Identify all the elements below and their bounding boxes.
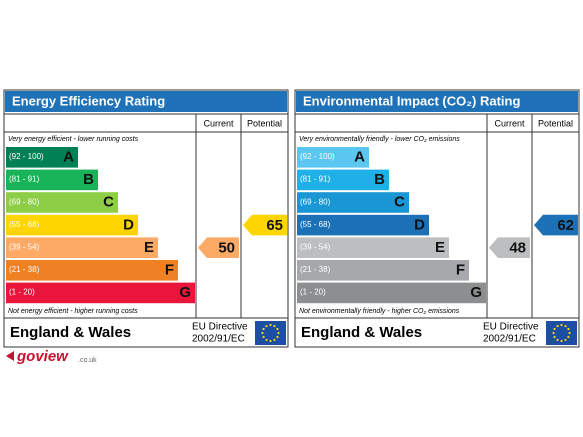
rating-band xyxy=(6,237,158,258)
column-header: Current xyxy=(203,118,234,128)
band-range: (55 - 68) xyxy=(9,220,40,229)
bottom-note: Not environmentally friendly - higher CO… xyxy=(299,308,460,315)
eu-star xyxy=(553,327,556,331)
eu-star xyxy=(273,338,276,342)
eu-star xyxy=(277,331,280,335)
band-range: (81 - 91) xyxy=(300,175,331,184)
eu-star xyxy=(568,331,571,335)
band-range: (69 - 80) xyxy=(300,197,331,206)
band-letter: B xyxy=(374,171,385,188)
rating-band xyxy=(6,282,195,304)
band-range: (21 - 38) xyxy=(300,265,331,274)
band-range: (92 - 100) xyxy=(9,152,44,161)
band-range: (1 - 20) xyxy=(9,288,35,297)
band-letter: F xyxy=(165,261,174,278)
rating-value: 48 xyxy=(509,240,526,257)
rating-band xyxy=(6,169,98,191)
directive: EU Directive xyxy=(483,322,539,333)
band-range: (39 - 54) xyxy=(300,243,331,252)
eu-star xyxy=(552,331,555,335)
column-header: Current xyxy=(494,118,525,128)
eu-star xyxy=(567,327,570,331)
column-header: Potential xyxy=(538,118,573,128)
band-range: (39 - 54) xyxy=(9,243,40,252)
rating-value: 65 xyxy=(266,217,283,234)
eu-star xyxy=(262,327,265,331)
region: England & Wales xyxy=(10,324,131,341)
title-bar xyxy=(296,91,578,112)
eu-star xyxy=(553,335,556,339)
eu-star xyxy=(567,335,570,339)
rating-arrow xyxy=(243,214,287,236)
rating-band xyxy=(6,147,78,168)
rating-band xyxy=(297,282,486,304)
top-note: Very energy efficient - lower running co… xyxy=(8,136,139,143)
eu-star xyxy=(261,331,264,335)
rating-value: 62 xyxy=(557,217,574,234)
rating-panel: Environmental Impact (CO₂) Rating Current… xyxy=(294,89,580,348)
band-letter: C xyxy=(394,194,405,211)
bottom-note: Not energy efficient - higher running co… xyxy=(8,308,138,315)
logo-icon xyxy=(6,351,14,361)
rating-band xyxy=(6,192,118,213)
band-letter: E xyxy=(144,239,154,256)
band-range: (69 - 80) xyxy=(9,197,40,206)
top-note: Very environmentally friendly - lower CO… xyxy=(299,136,460,143)
eu-star xyxy=(269,339,272,343)
rating-band xyxy=(297,214,429,236)
rating-band xyxy=(297,260,469,281)
band-range: (55 - 68) xyxy=(300,220,331,229)
eu-star xyxy=(276,327,279,331)
band-letter: E xyxy=(435,239,445,256)
eu-star xyxy=(269,323,272,327)
rating-band xyxy=(297,169,389,191)
eu-star xyxy=(265,324,268,328)
eu-star xyxy=(556,324,559,328)
band-letter: D xyxy=(123,216,134,233)
band-range: (1 - 20) xyxy=(300,288,326,297)
rating-panel: Energy Efficiency Rating Current Potential… xyxy=(3,89,289,348)
rating-value: 50 xyxy=(218,240,235,257)
rating-band xyxy=(297,147,369,168)
eu-star xyxy=(265,338,268,342)
rating-band xyxy=(297,237,449,258)
rating-arrow xyxy=(198,237,239,258)
band-letter: G xyxy=(179,284,191,301)
rating-band xyxy=(297,192,409,213)
rating-arrow xyxy=(534,214,578,236)
column-header: Potential xyxy=(247,118,282,128)
band-range: (92 - 100) xyxy=(300,152,335,161)
band-range: (81 - 91) xyxy=(9,175,40,184)
eu-star xyxy=(276,335,279,339)
eu-star xyxy=(273,324,276,328)
band-letter: F xyxy=(456,261,465,278)
logo-domain: .co.uk xyxy=(78,357,97,364)
logo-text: goview xyxy=(16,348,69,365)
band-letter: G xyxy=(470,284,482,301)
band-letter: B xyxy=(83,171,94,188)
eu-star xyxy=(560,339,563,343)
eu-star xyxy=(564,324,567,328)
band-letter: D xyxy=(414,216,425,233)
band-letter: A xyxy=(354,148,365,165)
eu-star xyxy=(556,338,559,342)
panel-title: Energy Efficiency Rating xyxy=(12,93,165,108)
directive: EU Directive xyxy=(192,322,248,333)
band-letter: C xyxy=(103,194,114,211)
logo: goview .co.uk xyxy=(6,348,97,365)
rating-arrow xyxy=(489,237,530,258)
band-range: (21 - 38) xyxy=(9,265,40,274)
region: England & Wales xyxy=(301,324,422,341)
rating-band xyxy=(6,214,138,236)
directive: 2002/91/EC xyxy=(483,334,536,345)
eu-star xyxy=(564,338,567,342)
panel-title: Environmental Impact (CO₂) Rating xyxy=(303,93,520,108)
band-letter: A xyxy=(63,148,74,165)
rating-band xyxy=(6,260,178,281)
directive: 2002/91/EC xyxy=(192,334,245,345)
title-bar xyxy=(5,91,287,112)
eu-star xyxy=(262,335,265,339)
eu-star xyxy=(560,323,563,327)
